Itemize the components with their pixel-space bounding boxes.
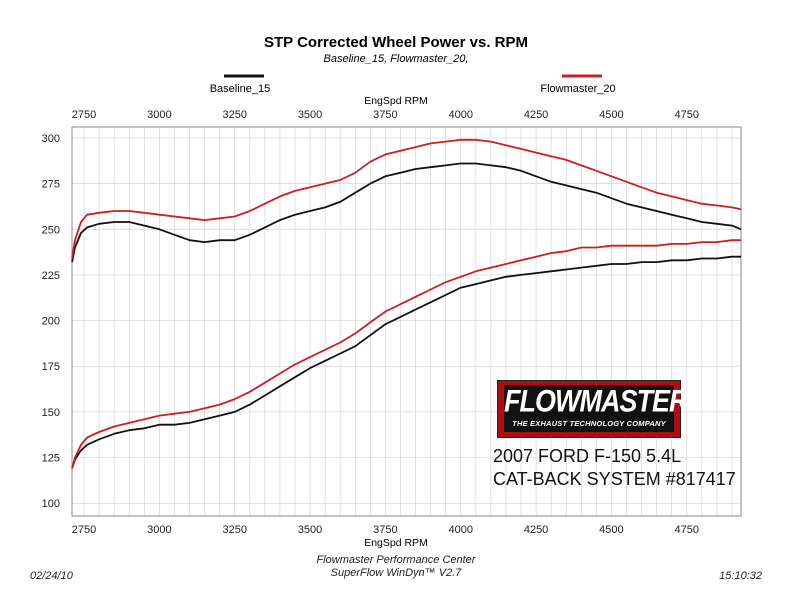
axis-ticks: 2750 2750 3000 3000 3250 3250 3500 3500 3750 3750… bbox=[42, 109, 699, 536]
y-tick-label: 150 bbox=[42, 407, 60, 419]
x-tick-label-top: 3500 bbox=[298, 109, 322, 121]
logo-tagline: THE EXHAUST TECHNOLOGY COMPANY bbox=[512, 419, 666, 428]
vehicle-line-1: 2007 FORD F-150 5.4L bbox=[493, 446, 682, 466]
x-axis-label-top: EngSpd RPM bbox=[364, 95, 428, 107]
y-tick-label: 200 bbox=[42, 316, 60, 328]
series-line-flowmaster-20-power bbox=[71, 138, 742, 259]
plot-frame bbox=[71, 126, 742, 517]
vehicle-line-2: CAT-BACK SYSTEM #817417 bbox=[493, 469, 736, 489]
x-tick-label-top: 3250 bbox=[222, 109, 246, 121]
series-line-baseline-15-torque bbox=[71, 255, 741, 469]
legend-label-baseline: Baseline_15 bbox=[210, 83, 271, 95]
y-tick-label: 250 bbox=[42, 224, 60, 236]
x-tick-label-bottom: 2750 bbox=[72, 524, 96, 536]
logo-inner-panel: FLOWMASTERTM THE EXHAUST TECHNOLOGY COMP… bbox=[504, 384, 697, 432]
series-line-baseline-15-power bbox=[71, 162, 742, 263]
x-tick-label-top: 4750 bbox=[675, 109, 699, 121]
x-tick-label-top: 4000 bbox=[449, 109, 473, 121]
footer-date: 02/24/10 bbox=[30, 570, 74, 582]
x-tick-label-bottom: 4250 bbox=[524, 524, 548, 536]
y-tick-label: 175 bbox=[42, 361, 60, 373]
series-line-flowmaster-20-torque bbox=[71, 239, 741, 469]
x-tick-label-bottom: 4750 bbox=[675, 524, 699, 536]
flowmaster-logo: FLOWMASTERTM THE EXHAUST TECHNOLOGY COMP… bbox=[497, 380, 697, 438]
footer-center-line1: Flowmaster Performance Center bbox=[317, 554, 477, 566]
y-tick-label: 100 bbox=[42, 498, 60, 510]
x-tick-label-top: 3750 bbox=[373, 109, 397, 121]
x-axis-label-bottom: EngSpd RPM bbox=[364, 537, 428, 549]
footer-time: 15:10:32 bbox=[719, 570, 762, 582]
x-tick-label-bottom: 3500 bbox=[298, 524, 322, 536]
x-tick-label-bottom: 3750 bbox=[373, 524, 397, 536]
x-tick-label-top: 4250 bbox=[524, 109, 548, 121]
x-tick-label-bottom: 3250 bbox=[222, 524, 246, 536]
chart-subtitle: Baseline_15, Flowmaster_20, bbox=[324, 53, 469, 65]
x-tick-label-top: 3000 bbox=[147, 109, 171, 121]
y-tick-label: 225 bbox=[42, 270, 60, 282]
y-tick-label: 300 bbox=[42, 133, 60, 145]
x-tick-label-bottom: 4500 bbox=[599, 524, 623, 536]
x-tick-label-top: 4500 bbox=[599, 109, 623, 121]
footer-center-line2: SuperFlow WinDyn™ V2.7 bbox=[331, 567, 463, 579]
logo-wordmark: FLOWMASTERTM bbox=[504, 384, 697, 420]
logo-trademark: TM bbox=[687, 383, 696, 392]
chart-title: STP Corrected Wheel Power vs. RPM bbox=[264, 34, 528, 51]
grid bbox=[72, 127, 741, 516]
y-tick-label: 125 bbox=[42, 453, 60, 465]
legend-label-flowmaster: Flowmaster_20 bbox=[540, 83, 615, 95]
x-tick-label-bottom: 3000 bbox=[147, 524, 171, 536]
logo-brand: FLOWMASTER bbox=[504, 383, 688, 419]
x-tick-label-top: 2750 bbox=[72, 109, 96, 121]
y-tick-label: 275 bbox=[42, 179, 60, 191]
x-tick-label-bottom: 4000 bbox=[449, 524, 473, 536]
series-lines bbox=[71, 138, 742, 469]
